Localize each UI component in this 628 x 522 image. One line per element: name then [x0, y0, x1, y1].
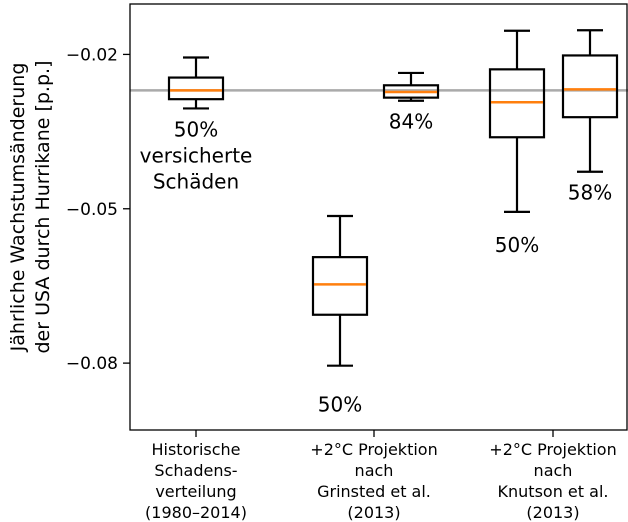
x-tick-label: nach [355, 461, 394, 480]
y-tick-label: −0.08 [66, 354, 118, 374]
x-tick-label: Knutson et al. [498, 482, 609, 501]
box-annotation: 50% [318, 393, 362, 417]
box [561, 54, 619, 119]
y-tick-label: −0.05 [66, 200, 118, 220]
box-annotation: 50% [495, 233, 539, 257]
box-annotation: 84% [389, 110, 433, 134]
x-tick-label: nach [534, 461, 573, 480]
plot-frame [129, 3, 628, 431]
x-tick-label: Historische [151, 440, 240, 459]
box [488, 68, 546, 139]
x-tick-label: Schadens- [154, 461, 237, 480]
x-tick-label: +2°C Projektion [489, 440, 616, 459]
x-tick-label: verteilung [155, 482, 236, 501]
y-tick-label: −0.02 [66, 45, 118, 65]
x-tick-label: +2°C Projektion [310, 440, 437, 459]
box-annotation: 50% [174, 117, 218, 141]
box [167, 76, 225, 101]
y-axis-label: Jährliche Wachstumsänderung [7, 63, 29, 353]
box-annotation: Schäden [153, 169, 239, 193]
box-annotation: versicherte [140, 143, 253, 167]
box [382, 84, 440, 99]
x-tick-label: (2013) [347, 503, 400, 522]
y-axis-label: der USA durch Hurrikane [p.p.] [32, 61, 54, 354]
x-tick-label: Grinsted et al. [317, 482, 431, 501]
x-tick-label: (1980–2014) [145, 503, 247, 522]
box [311, 256, 369, 316]
x-tick-label: (2013) [526, 503, 579, 522]
box-annotation: 58% [568, 181, 612, 205]
